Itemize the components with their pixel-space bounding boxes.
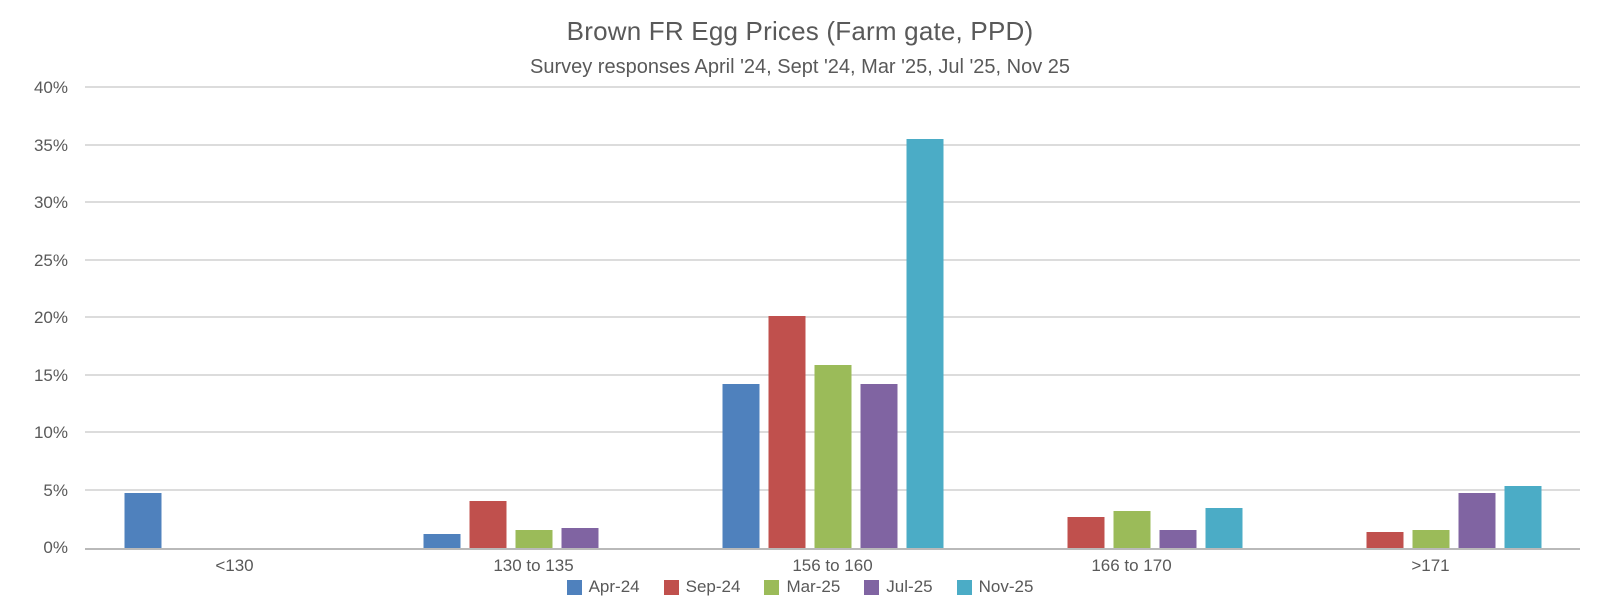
x-category-label: 130 to 135 <box>493 556 574 575</box>
y-tick-label: 40% <box>33 78 68 97</box>
bar-Sep-24-130 to 135 <box>469 500 506 548</box>
bar-group-166 to 170 <box>982 88 1281 548</box>
bar-cluster <box>423 500 644 548</box>
legend-swatch-icon <box>663 579 679 595</box>
bar-Apr-24-130 to 135 <box>423 534 460 548</box>
legend-item-Mar-25: Mar-25 <box>764 577 840 597</box>
legend-label: Jul-25 <box>886 577 933 596</box>
bar-Jul-25-166 to 170 <box>1159 529 1196 548</box>
x-category-label: <130 <box>215 556 254 575</box>
legend-swatch-icon <box>764 579 780 595</box>
x-category-label: >171 <box>1411 556 1450 575</box>
bar-Nov-25->171 <box>1504 485 1541 548</box>
legend-item-Jul-25: Jul-25 <box>864 577 933 597</box>
bar-Sep-24->171 <box>1366 531 1403 548</box>
legend-swatch-icon <box>864 579 880 595</box>
bar-Nov-25-156 to 160 <box>906 138 943 548</box>
bar-cluster <box>1021 507 1242 548</box>
y-tick-label: 20% <box>33 308 68 327</box>
legend: Apr-24 Sep-24 Mar-25 Jul-25 Nov-25 <box>0 577 1600 597</box>
x-category-label: 166 to 170 <box>1091 556 1172 575</box>
bar-Nov-25-166 to 170 <box>1205 507 1242 548</box>
bar-Jul-25-156 to 160 <box>860 383 897 548</box>
chart-subtitle: Survey responses April '24, Sept '24, Ma… <box>530 56 1070 78</box>
bar-Sep-24-166 to 170 <box>1067 516 1104 548</box>
bar-Apr-24-156 to 160 <box>722 383 759 548</box>
legend-item-Apr-24: Apr-24 <box>566 577 640 597</box>
bar-Jul-25->171 <box>1458 492 1495 548</box>
legend-label: Mar-25 <box>786 577 841 596</box>
bar-Mar-25-156 to 160 <box>814 365 851 548</box>
gridline-40% <box>85 86 1580 88</box>
chart-title: Brown FR Egg Prices (Farm gate, PPD) <box>566 16 1034 46</box>
legend-swatch-icon <box>956 579 972 595</box>
gridline-25% <box>85 258 1580 261</box>
bar-Sep-24-156 to 160 <box>768 315 805 548</box>
bar-group-<130 <box>85 88 384 548</box>
legend-label: Nov-25 <box>978 577 1034 596</box>
y-tick-label: 25% <box>33 250 68 270</box>
legend-label: Sep-24 <box>685 577 741 596</box>
bar-Jul-25-130 to 135 <box>561 528 598 548</box>
legend-swatch-icon <box>566 579 582 595</box>
plot-area <box>85 86 1580 550</box>
bar-group-130 to 135 <box>384 88 683 548</box>
y-tick-label: 10% <box>33 423 68 442</box>
bar-group->171 <box>1281 88 1580 548</box>
legend-label: Apr-24 <box>588 577 640 596</box>
bar-cluster <box>722 138 943 548</box>
y-tick-label: 5% <box>43 480 68 500</box>
bar-Mar-25-130 to 135 <box>515 529 552 548</box>
bar-group-156 to 160 <box>683 88 982 548</box>
legend-item-Sep-24: Sep-24 <box>663 577 741 597</box>
y-tick-label: 30% <box>33 193 68 212</box>
bar-cluster <box>1320 485 1541 548</box>
gridline-30% <box>85 201 1580 203</box>
x-axis: <130 130 to 135 156 to 160 166 to 170 >171 <box>85 556 1580 576</box>
y-tick-label: 0% <box>43 538 68 557</box>
bar-Mar-25-166 to 170 <box>1113 511 1150 548</box>
gridline-35% <box>85 143 1580 146</box>
bar-Mar-25->171 <box>1412 529 1449 548</box>
y-tick-label: 35% <box>33 135 68 155</box>
y-tick-label: 15% <box>33 365 68 385</box>
bar-cluster <box>124 492 345 548</box>
legend-item-Nov-25: Nov-25 <box>956 577 1034 597</box>
x-category-label: 156 to 160 <box>792 556 873 575</box>
bar-Apr-24-<130 <box>124 492 161 548</box>
gridline-20% <box>85 316 1580 318</box>
